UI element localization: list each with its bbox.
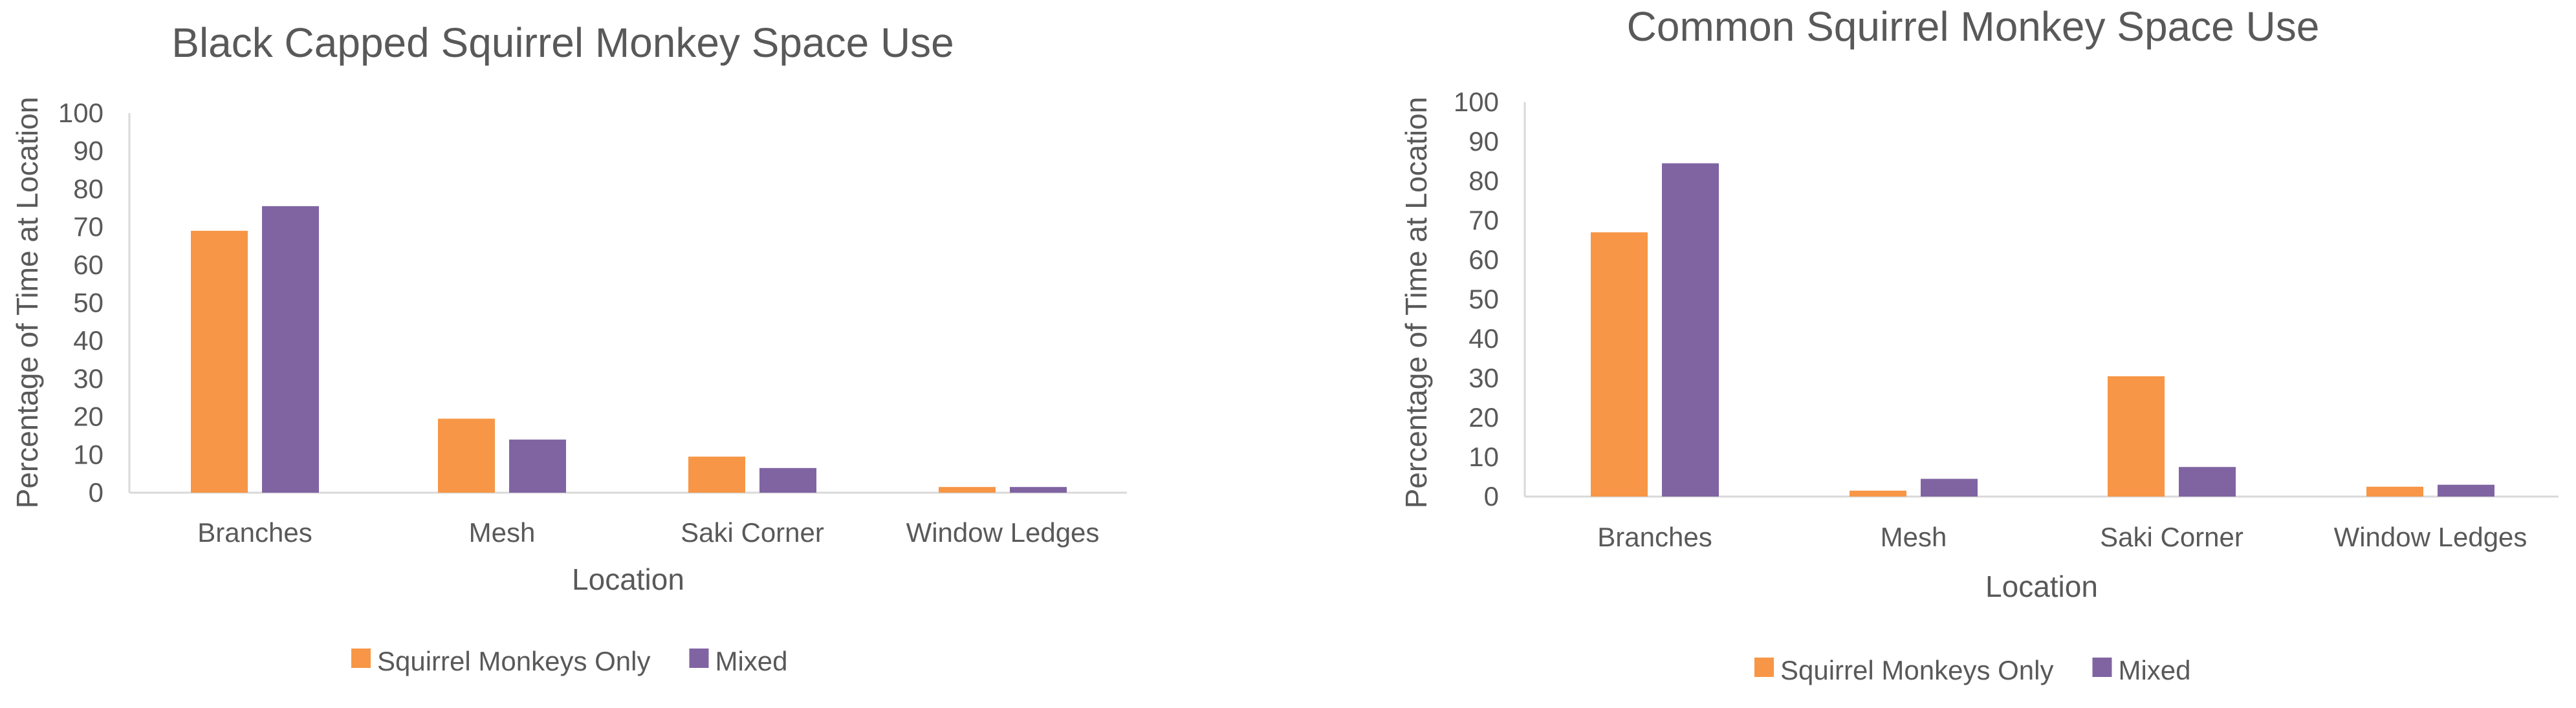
bar-mixed-1 — [262, 206, 319, 493]
y-tick-label: 70 — [73, 211, 104, 242]
bar-squirrel-monkeys-only-4 — [2366, 486, 2423, 497]
y-tick-label: 50 — [73, 288, 104, 318]
y-tick-label: 40 — [73, 325, 104, 356]
x-category-label: Branches — [197, 517, 312, 548]
x-category-label: Saki Corner — [681, 517, 824, 548]
y-tick-label: 30 — [1468, 363, 1499, 393]
bar-squirrel-monkeys-only-3 — [688, 456, 745, 493]
bar-squirrel-monkeys-only-2 — [438, 418, 495, 493]
y-tick-label: 40 — [1468, 323, 1499, 354]
bar-mixed-4 — [2438, 484, 2494, 497]
y-tick-label: 60 — [1468, 244, 1499, 275]
x-category-label: Mesh — [469, 517, 536, 548]
y-tick-label: 90 — [73, 136, 104, 166]
legend-label: Squirrel Monkeys Only — [377, 646, 650, 676]
x-category-label: Window Ledges — [2334, 522, 2527, 552]
y-tick-label: 20 — [1468, 402, 1499, 433]
x-category-label: Window Ledges — [906, 517, 1100, 548]
bar-mixed-3 — [2179, 467, 2236, 497]
bar-squirrel-monkeys-only-4 — [939, 487, 996, 493]
bar-mixed-1 — [1662, 163, 1719, 497]
y-tick-label: 0 — [89, 477, 104, 508]
legend: Squirrel Monkeys Only Mixed — [1754, 655, 2191, 685]
bar-squirrel-monkeys-only-1 — [1591, 232, 1648, 497]
bar-squirrel-monkeys-only-2 — [1850, 490, 1906, 497]
bar-mixed-2 — [1921, 478, 1978, 497]
legend-label: Mixed — [715, 646, 787, 676]
y-axis-title: Percentage of Time at Location — [1399, 97, 1433, 509]
bar-mixed-2 — [509, 439, 566, 493]
bar-squirrel-monkeys-only-3 — [2108, 376, 2165, 497]
x-category-label: Mesh — [1881, 522, 1947, 552]
legend-swatch-mixed — [689, 649, 709, 668]
y-tick-label: 100 — [1454, 87, 1499, 117]
y-tick-label: 90 — [1468, 126, 1499, 156]
legend-swatch-squirrel-monkeys-only — [351, 649, 371, 668]
y-tick-label: 50 — [1468, 284, 1499, 314]
legend-label: Mixed — [2118, 655, 2190, 685]
y-tick-label: 0 — [1484, 481, 1499, 511]
legend-swatch-squirrel-monkeys-only — [1754, 658, 1774, 677]
y-axis-title: Percentage of Time at Location — [10, 97, 44, 509]
x-axis-title: Location — [1985, 570, 2098, 603]
chart-title: Common Squirrel Monkey Space Use — [1627, 3, 2320, 50]
chart-1: Black Capped Squirrel Monkey Space Use 0 1… — [10, 19, 1127, 676]
y-tick-label: 10 — [1468, 442, 1499, 472]
chart-title: Black Capped Squirrel Monkey Space Use — [171, 19, 954, 66]
x-category-label: Saki Corner — [2100, 522, 2243, 552]
bar-squirrel-monkeys-only-1 — [191, 230, 248, 493]
y-tick-label: 10 — [73, 439, 104, 469]
y-tick-label: 100 — [58, 98, 104, 128]
chart-2: Common Squirrel Monkey Space Use 0 10 20 30 4… — [1399, 3, 2559, 685]
y-tick-label: 20 — [73, 402, 104, 432]
x-category-label: Branches — [1597, 522, 1712, 552]
y-tick-label: 80 — [73, 173, 104, 204]
x-axis-title: Location — [572, 563, 684, 596]
bar-mixed-4 — [1010, 487, 1067, 493]
y-tick-label: 70 — [1468, 205, 1499, 235]
y-tick-label: 60 — [73, 250, 104, 280]
legend-label: Squirrel Monkeys Only — [1780, 655, 2053, 685]
bar-mixed-3 — [759, 467, 816, 493]
legend-swatch-mixed — [2092, 658, 2112, 677]
legend: Squirrel Monkeys Only Mixed — [351, 646, 788, 676]
y-tick-label: 30 — [73, 363, 104, 394]
y-tick-label: 80 — [1468, 166, 1499, 196]
